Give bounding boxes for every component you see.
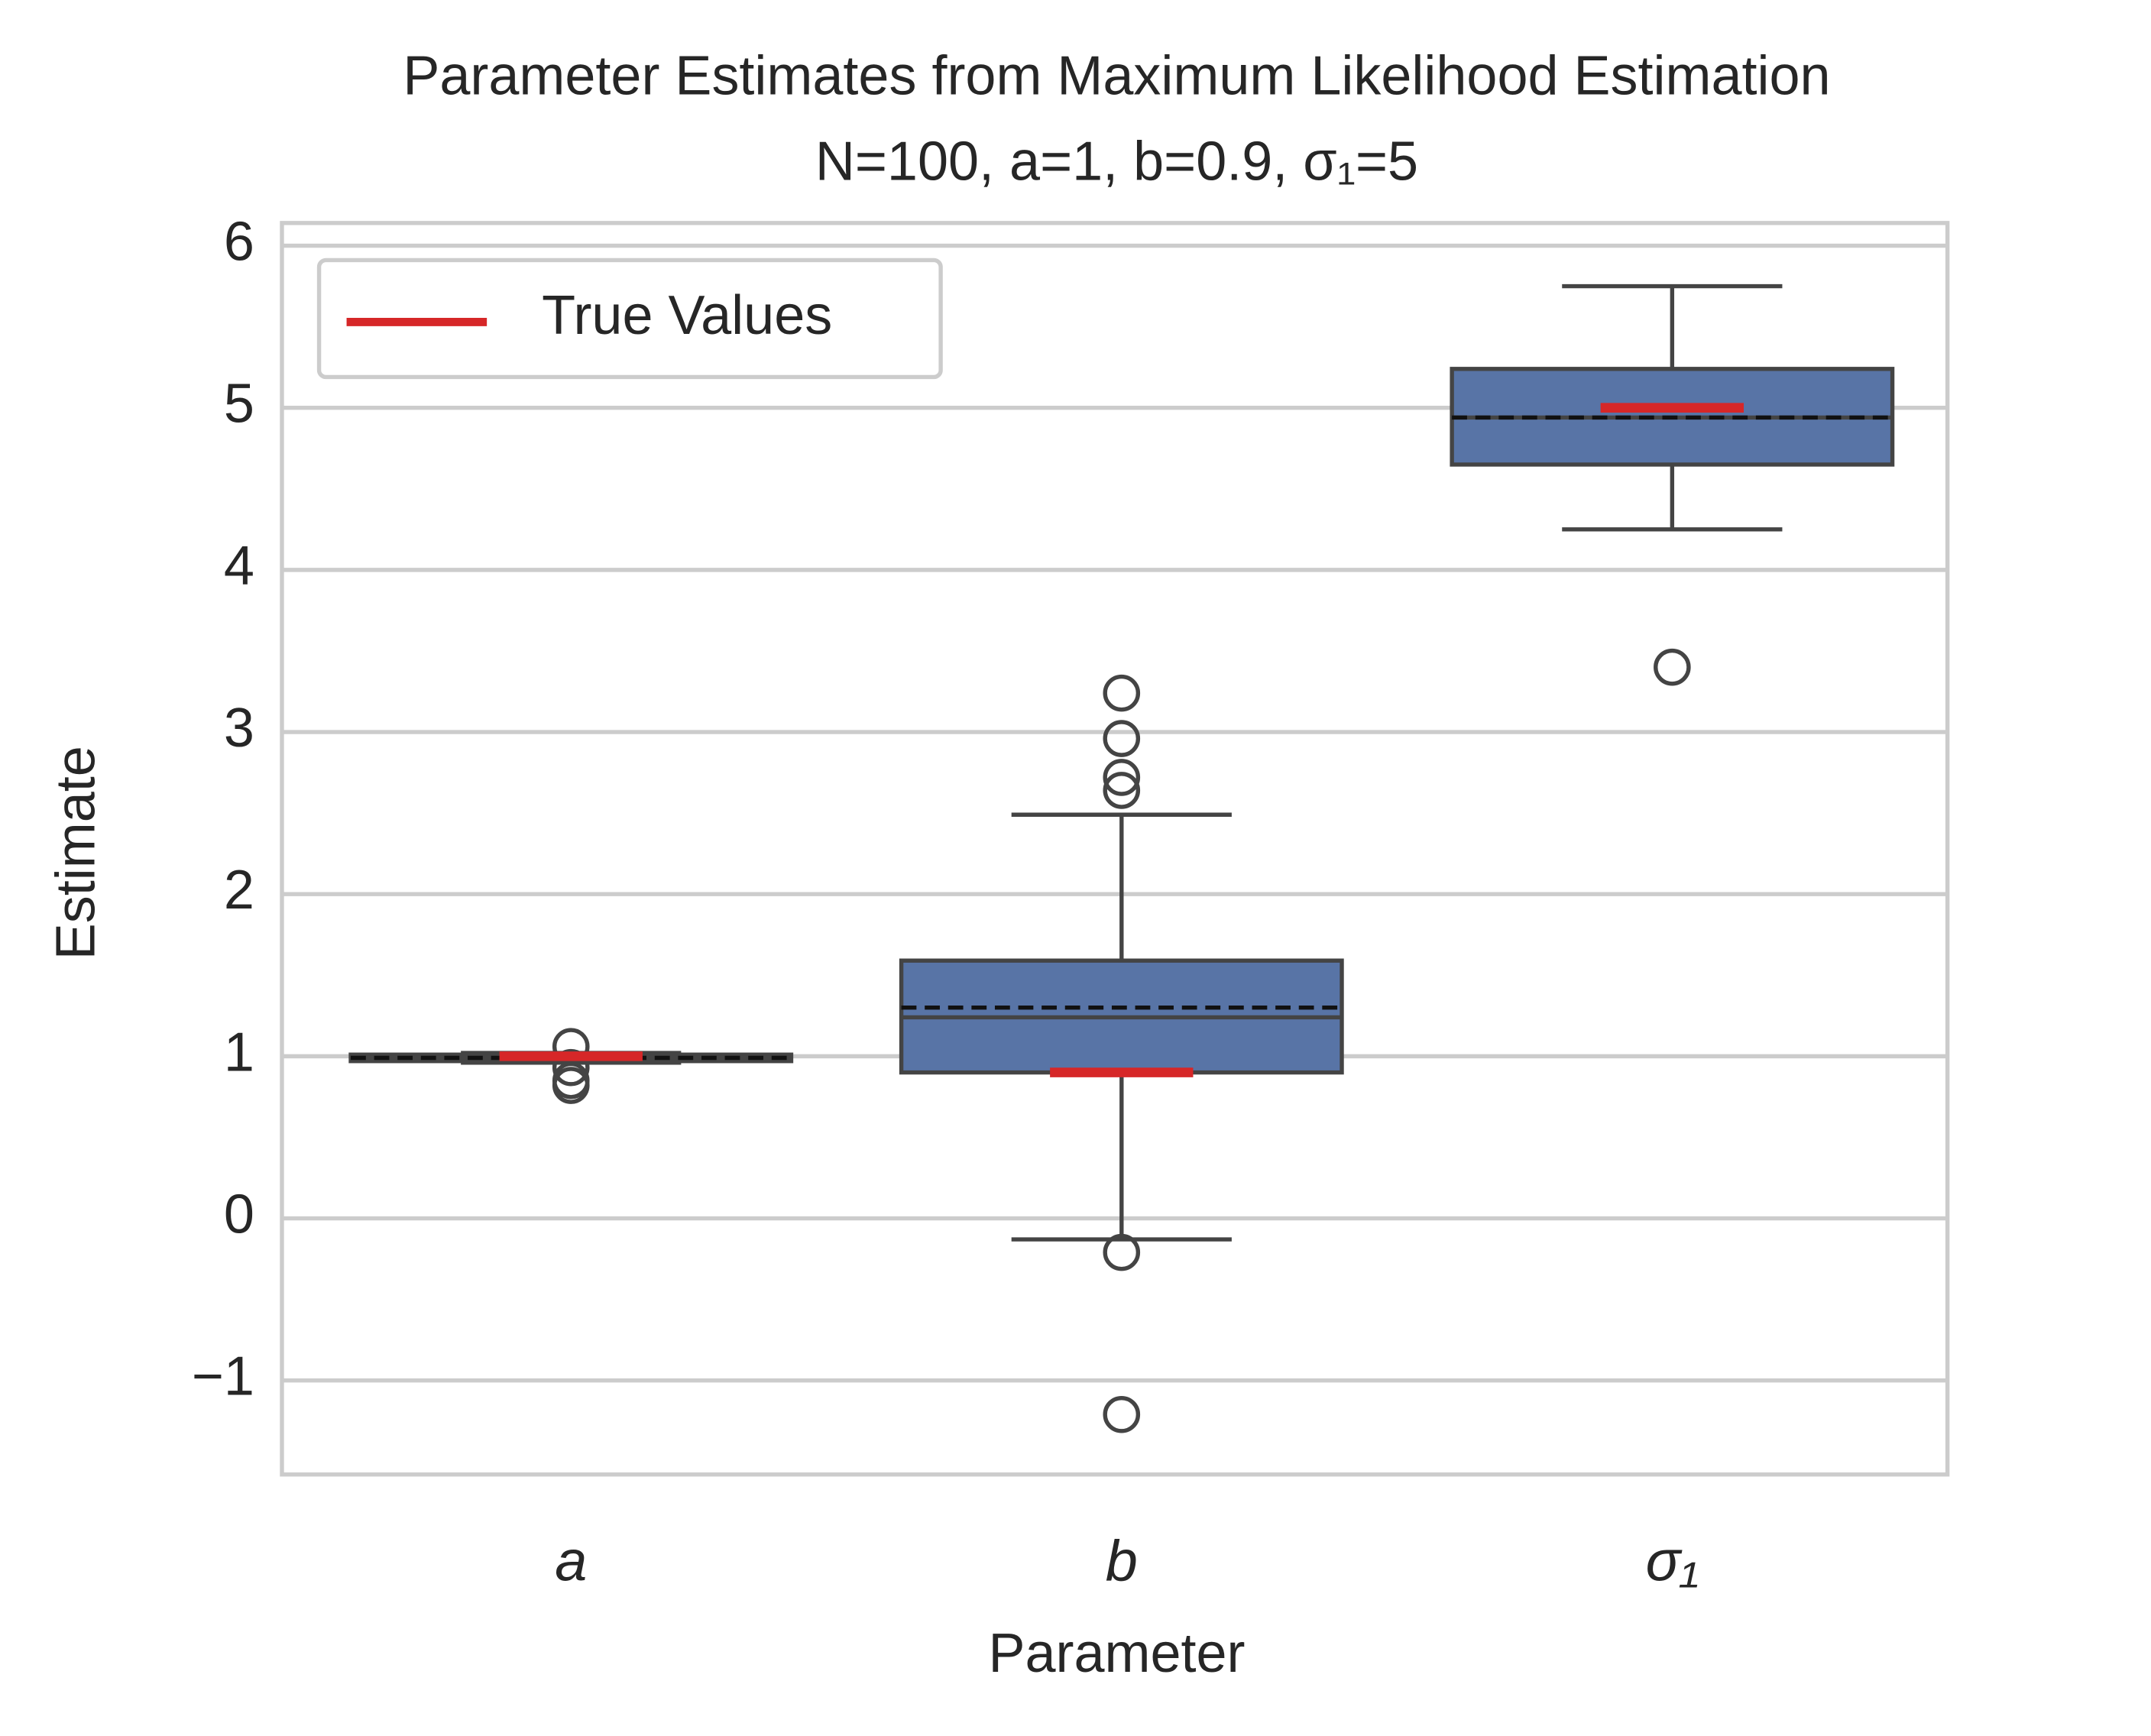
legend-frame	[316, 257, 943, 380]
y-tick-label: 5	[224, 374, 254, 435]
outlier	[1103, 759, 1141, 796]
y-tick-label: 2	[224, 860, 254, 921]
y-tick-label: 0	[224, 1184, 254, 1245]
x-tick-label: a	[555, 1530, 587, 1594]
x-axis-label: Parameter	[988, 1623, 1245, 1684]
y-tick-label: 1	[224, 1022, 254, 1083]
outlier	[1654, 648, 1691, 686]
outlier	[1103, 674, 1141, 712]
outlier	[552, 1048, 590, 1087]
y-tick-label: −1	[192, 1346, 254, 1407]
chart-title: Parameter Estimates from Maximum Likelih…	[403, 46, 1830, 107]
y-tick-label: 6	[224, 212, 254, 273]
legend-label: True Values	[542, 285, 832, 346]
outlier	[552, 1067, 590, 1104]
y-axis-label: Estimate	[45, 746, 106, 960]
outlier	[1103, 772, 1141, 809]
y-tick-label: 4	[224, 536, 254, 597]
x-tick-label: b	[1106, 1530, 1138, 1594]
plot-frame	[280, 221, 1950, 1477]
outlier	[1103, 1233, 1141, 1271]
outlier	[1103, 1395, 1141, 1433]
x-tick-label: σ₁	[1646, 1530, 1699, 1594]
y-tick-label: 3	[224, 698, 254, 759]
chart-subtitle: N=100, a=1, b=0.9, σ₁=5	[815, 131, 1418, 192]
outlier	[1103, 720, 1141, 757]
